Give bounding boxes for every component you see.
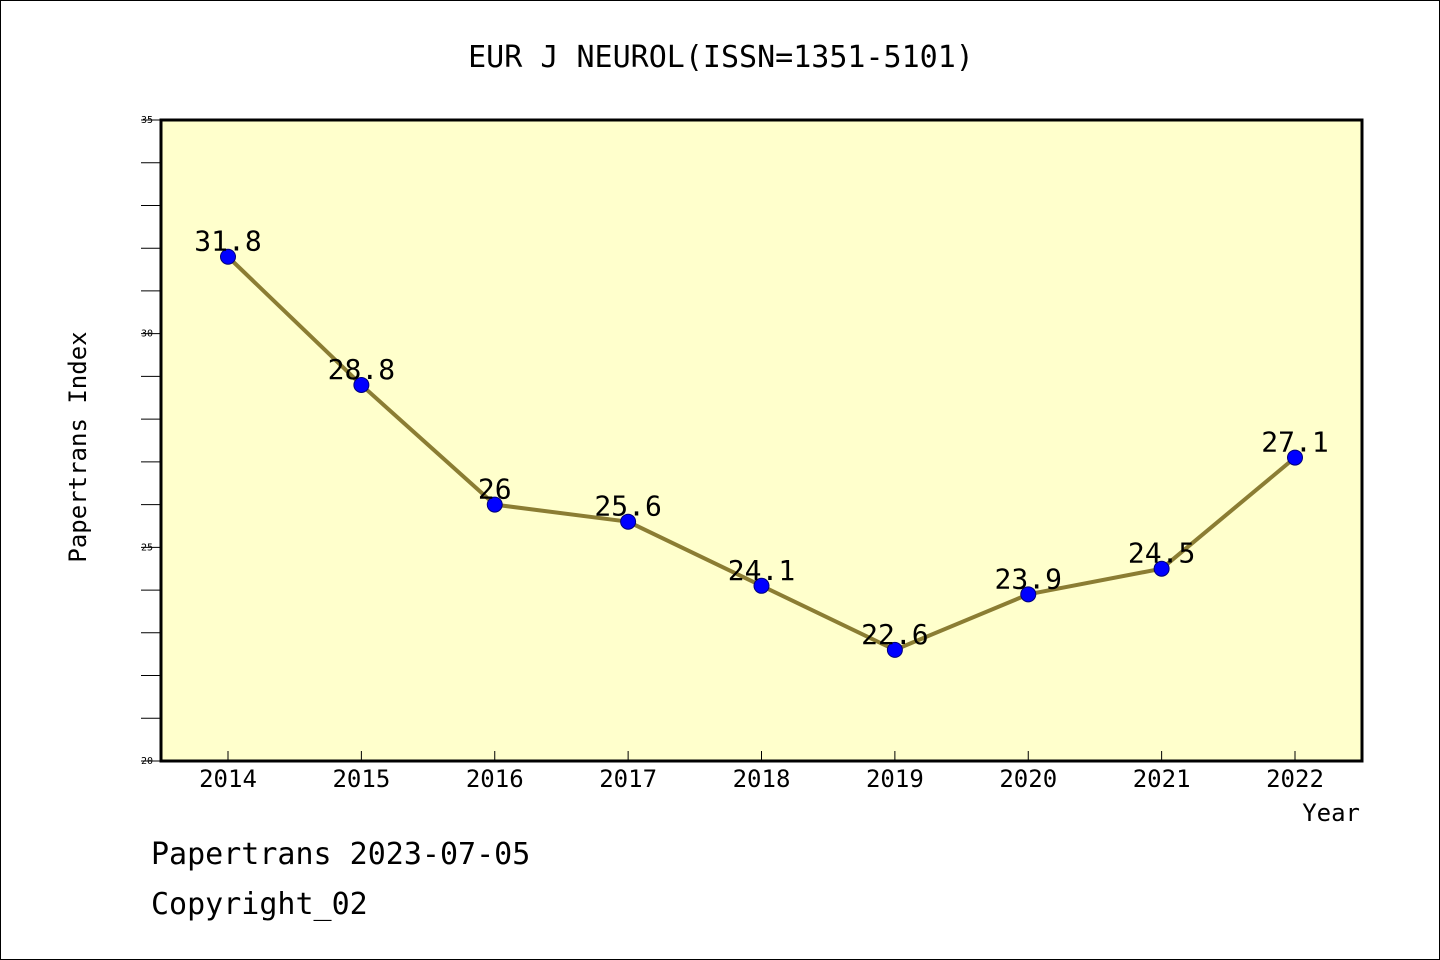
y-tick-label: 20	[141, 756, 153, 767]
data-label: 28.8	[328, 353, 395, 386]
y-axis: 20 25 30 35	[141, 115, 161, 767]
data-label: 22.6	[861, 618, 928, 651]
data-label: 26	[478, 473, 512, 506]
x-axis-title: Year	[1302, 799, 1360, 827]
x-tick-label: 2020	[999, 765, 1057, 793]
x-tick-label: 2015	[332, 765, 390, 793]
data-label: 23.9	[995, 562, 1062, 595]
data-point	[1020, 586, 1037, 603]
x-axis: 2014 2015 2016 2017 2018 2019 2020 2021 2022	[199, 751, 1324, 793]
y-tick-label: 25	[141, 542, 153, 553]
y-tick-label: 30	[141, 329, 153, 340]
series-layer: 31.8 28.8 26 25.6 24.1 22.6 23.9 24.5 27.1	[194, 225, 1329, 658]
data-label: 25.6	[594, 490, 661, 523]
data-label: 31.8	[194, 225, 261, 258]
x-tick-label: 2017	[599, 765, 657, 793]
data-label: 24.5	[1128, 537, 1195, 570]
x-tick-label: 2021	[1133, 765, 1191, 793]
data-point	[1287, 449, 1303, 466]
data-point	[353, 376, 370, 393]
x-tick-label: 2018	[733, 765, 791, 793]
data-point	[620, 513, 637, 530]
plot-area	[159, 118, 1364, 763]
x-tick-label: 2019	[866, 765, 924, 793]
chart-title: EUR J NEUROL(ISSN=1351-5101)	[468, 40, 974, 75]
data-label: 27.1	[1261, 426, 1328, 459]
data-point	[753, 577, 770, 594]
y-tick-label: 35	[141, 115, 153, 126]
footer-date: Papertrans 2023-07-05	[151, 837, 531, 872]
data-point	[486, 496, 503, 513]
footer-copyright: Copyright_02	[151, 887, 368, 922]
x-tick-label: 2016	[466, 765, 524, 793]
data-point	[220, 248, 236, 265]
data-point	[886, 641, 903, 658]
x-tick-label: 2014	[199, 765, 257, 793]
data-point	[1153, 560, 1170, 577]
data-label: 24.1	[728, 554, 795, 587]
y-axis-title: Papertrans Index	[64, 331, 92, 562]
x-tick-label: 2022	[1266, 765, 1324, 793]
